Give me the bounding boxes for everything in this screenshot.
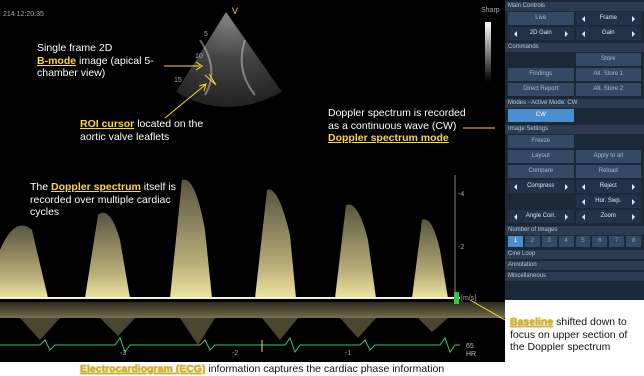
time-label: -1 [345, 350, 351, 357]
annotation-term: B-mode [37, 55, 76, 67]
button[interactable]: Compare [508, 165, 574, 178]
annotation-text: information captures the cardiac phase i… [208, 363, 444, 375]
button[interactable]: Alt. Store 2 [576, 83, 642, 96]
image-count-button[interactable]: 2 [525, 236, 540, 247]
annotation-term: Electrocardiogram (ECG) [80, 363, 205, 375]
gray-bar [485, 22, 491, 82]
spacer [508, 195, 574, 208]
section-header[interactable]: Commands [505, 43, 644, 52]
image-count-button[interactable]: 3 [542, 236, 557, 247]
stepper[interactable]: Zoom [576, 210, 642, 223]
velocity-label: -2 [458, 244, 464, 251]
button[interactable]: Findings [508, 68, 574, 81]
annotation: Doppler spectrum is recorded as a contin… [328, 107, 468, 145]
image-count-button[interactable]: 4 [559, 236, 574, 247]
probe-marker: V [232, 6, 238, 16]
velocity-label: -4 [458, 191, 464, 198]
ecg-trace [0, 338, 460, 352]
stepper[interactable]: Hor. Swp. [576, 195, 642, 208]
section-header[interactable]: Main Controls [505, 2, 644, 11]
b-mode-sector [176, 12, 282, 107]
section-header[interactable]: Number of Images [505, 226, 644, 235]
image-count-button[interactable]: 8 [626, 236, 641, 247]
heart-rate-unit: HR [466, 351, 476, 358]
annotation-lead: Single frame 2D [37, 42, 112, 54]
annotation-term: ROI cursor [80, 118, 134, 130]
stepper[interactable]: Gain [576, 27, 642, 40]
ultrasound-screen: 214 12:20:35 V 5 10 15 Sharp -4 -2 [m/s]… [0, 0, 505, 362]
section-header[interactable]: Image Settings [505, 125, 644, 134]
collapsed-sections: Cine Loop Annotation Miscellaneous [505, 250, 644, 281]
heart-rate-value: 65 [466, 343, 474, 350]
section-header[interactable]: Annotation [505, 261, 644, 270]
button[interactable]: Reload [576, 165, 642, 178]
mode-button[interactable]: CW [508, 109, 574, 122]
depth-label: 5 [204, 31, 208, 38]
stepper[interactable]: Reject [576, 180, 642, 193]
section-header[interactable]: Cine Loop [505, 250, 644, 259]
image-count-button[interactable]: 5 [576, 236, 591, 247]
annotation-term: Baseline [510, 316, 553, 328]
velocity-unit: [m/s] [461, 295, 476, 302]
button[interactable]: Store [576, 53, 642, 66]
button[interactable]: Live [508, 12, 574, 25]
timestamp: 214 12:20:35 [3, 11, 44, 18]
stepper[interactable]: Compress [508, 180, 574, 193]
section-header[interactable]: Modes - Active Mode: CW [505, 99, 644, 108]
section-header[interactable]: Miscellaneous [505, 272, 644, 281]
button[interactable]: Freeze [508, 135, 574, 148]
annotation-lead: Doppler spectrum is recorded as a contin… [328, 107, 466, 132]
time-label: -3 [120, 350, 126, 357]
depth-label: 10 [195, 53, 203, 60]
stepper[interactable]: Angle Corr. [508, 210, 574, 223]
stepper[interactable]: 2D Gain [508, 27, 574, 40]
button[interactable]: Apply to all [576, 150, 642, 163]
annotation-term: Doppler spectrum mode [328, 132, 449, 144]
time-label: -2 [232, 350, 238, 357]
spacer [576, 135, 642, 148]
annotation: The Doppler spectrum itself is recorded … [30, 181, 190, 219]
spacer [508, 53, 574, 66]
page: 214 12:20:35 V 5 10 15 Sharp -4 -2 [m/s]… [0, 0, 644, 376]
annotation-lead: The [30, 181, 48, 193]
button[interactable]: Layout [508, 150, 574, 163]
annotation: Electrocardiogram (ECG) information capt… [80, 363, 640, 376]
annotation: ROI cursor located on the aortic valve l… [80, 118, 230, 143]
annotation: Baseline shifted down to focus on upper … [510, 316, 644, 354]
image-count-button[interactable]: 7 [609, 236, 624, 247]
image-count-button[interactable]: 1 [508, 236, 523, 247]
button[interactable]: Alt. Store 1 [576, 68, 642, 81]
filter-label: Sharp [481, 7, 500, 14]
button[interactable]: Direct Report [508, 83, 574, 96]
spacer [576, 109, 642, 122]
stepper[interactable]: Frame [576, 12, 642, 25]
image-count-button[interactable]: 6 [592, 236, 607, 247]
annotation-term: Doppler spectrum [51, 181, 141, 193]
spectrum-reflection [20, 318, 448, 345]
